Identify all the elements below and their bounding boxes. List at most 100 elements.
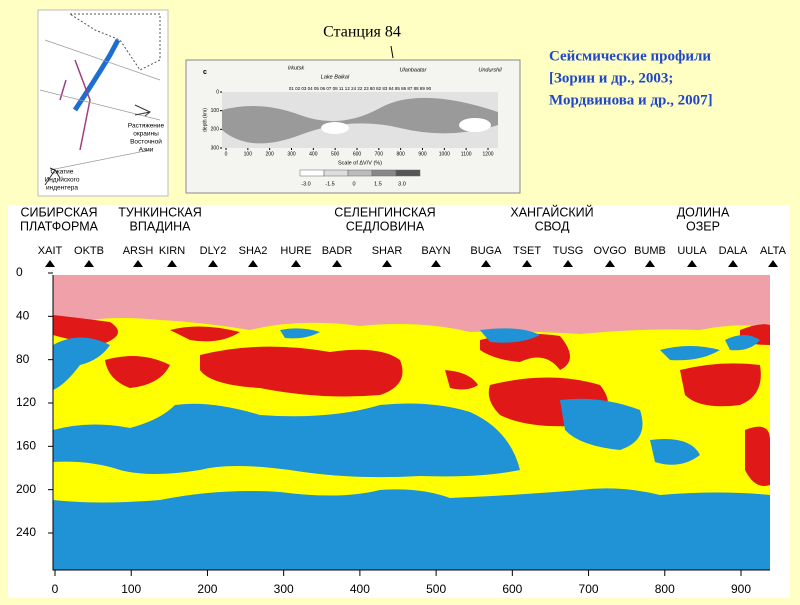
x-tick-label: 300 xyxy=(287,151,296,157)
scale-swatch xyxy=(371,169,397,177)
x-tick-label: 400 xyxy=(350,582,370,596)
scale-label: -1.5 xyxy=(325,181,334,187)
station-label: OKTB xyxy=(74,245,104,257)
crust-layer xyxy=(53,275,770,334)
station-marker xyxy=(208,260,218,267)
y-tick-label: 160 xyxy=(16,439,36,453)
region-label: ВПАДИНА xyxy=(130,219,192,233)
station-marker xyxy=(45,260,55,267)
profile-lines xyxy=(59,59,91,151)
region-label: ДОЛИНА xyxy=(677,205,730,219)
station-label: TSET xyxy=(513,245,541,257)
place-label: Irkutsk xyxy=(288,65,304,71)
y-tick-label: 40 xyxy=(16,309,30,323)
x-tick-label: 200 xyxy=(197,582,217,596)
region-label: ОЗЕР xyxy=(686,219,720,233)
station-marker xyxy=(84,260,94,267)
arrow xyxy=(44,167,61,186)
inset-axes: 0 100 200 300 0 100 200 300 400 500 600 700 800 900 10… xyxy=(211,89,494,157)
scale-label: 1.5 xyxy=(374,181,382,187)
x-tick-label: 900 xyxy=(418,151,427,157)
region-label: ПЛАТФОРМА xyxy=(20,219,99,233)
y-tick-label: 200 xyxy=(16,482,36,496)
x-tick-label: 900 xyxy=(731,582,751,596)
station-marker xyxy=(248,260,258,267)
station-label: ALTA xyxy=(760,245,787,257)
station-marker xyxy=(481,260,491,267)
scale-label: -3.0 xyxy=(301,181,310,187)
station-label: DLY2 xyxy=(200,245,227,257)
y-tick-label: 200 xyxy=(211,127,220,133)
station-label: OVGO xyxy=(593,245,626,257)
arrow xyxy=(134,104,151,117)
x-tick-label: 800 xyxy=(396,151,405,157)
station-label: DALA xyxy=(719,245,748,257)
map-frame xyxy=(37,9,169,197)
station-title: Станция 84 xyxy=(323,24,401,41)
station-label: XAIT xyxy=(38,245,63,257)
station-label: BUGA xyxy=(470,245,502,257)
x-tick-label: 0 xyxy=(225,151,228,157)
station-marker xyxy=(522,260,532,267)
y-tick-label: 0 xyxy=(216,89,219,95)
x-tick-label: 1200 xyxy=(482,151,493,157)
station-marker xyxy=(291,260,301,267)
scale-swatch xyxy=(395,169,421,177)
scale-swatch xyxy=(323,169,349,177)
inset-anomaly xyxy=(321,122,349,134)
x-tick-label: 500 xyxy=(331,151,340,157)
y-tick-label: 80 xyxy=(16,352,30,366)
region-label: СЕЛЕНГИНСКАЯ xyxy=(334,205,435,219)
map-shape xyxy=(68,13,161,71)
station-marker xyxy=(382,260,392,267)
x-tick-label: 700 xyxy=(579,582,599,596)
y-tick-label: 240 xyxy=(16,525,36,539)
inset-stations: 01 02 03 04 05 06 07 08 11 12 24 22 23 8… xyxy=(289,86,432,91)
axes xyxy=(52,275,770,571)
station-marker xyxy=(167,260,177,267)
station-marker xyxy=(687,260,697,267)
x-tick-label: 800 xyxy=(655,582,675,596)
station-marker xyxy=(768,260,778,267)
y-tick-label: 300 xyxy=(211,145,220,151)
station-marker xyxy=(645,260,655,267)
region-label: СЕДЛОВИНА xyxy=(346,219,425,233)
x-tick-label: 700 xyxy=(375,151,384,157)
place-label: Ulanbaatar xyxy=(400,67,428,73)
place-label: Lake Baikal xyxy=(321,74,350,80)
grid xyxy=(39,39,161,171)
station-label: BUMB xyxy=(634,245,666,257)
station-label: HURE xyxy=(280,245,311,257)
y-tick-label: 100 xyxy=(211,108,220,114)
scale-swatch xyxy=(347,169,373,177)
citation-line: Сейсмические профили xyxy=(549,48,711,64)
station-marker xyxy=(332,260,342,267)
region-label: ТУНКИНСКАЯ xyxy=(118,205,202,219)
map-label: Сжатие xyxy=(51,169,74,176)
station-marker xyxy=(605,260,615,267)
inset-y-label: depth (km) xyxy=(202,108,208,132)
panel-label: c xyxy=(203,69,207,76)
scale-label: 0 xyxy=(352,181,355,187)
map-label: Восточной xyxy=(130,138,162,146)
station-label: BADR xyxy=(322,245,353,257)
citation-line: [Зорин и др., 2003; xyxy=(549,70,673,86)
region-label: СВОД xyxy=(535,219,570,233)
y-tick-label: 120 xyxy=(16,395,36,409)
station-label: KIRN xyxy=(159,245,185,257)
station-label: SHAR xyxy=(372,245,403,257)
x-tick-label: 200 xyxy=(265,151,274,157)
x-tick-label: 1000 xyxy=(439,151,450,157)
station-label: TUSG xyxy=(553,245,584,257)
station-label: SHA2 xyxy=(239,245,268,257)
region-label: СИБИРСКАЯ xyxy=(20,205,97,219)
map-label: индентера xyxy=(46,185,78,192)
places: Irkutsk Lake Baikal Ulanbaatar Undurshil xyxy=(288,65,502,80)
